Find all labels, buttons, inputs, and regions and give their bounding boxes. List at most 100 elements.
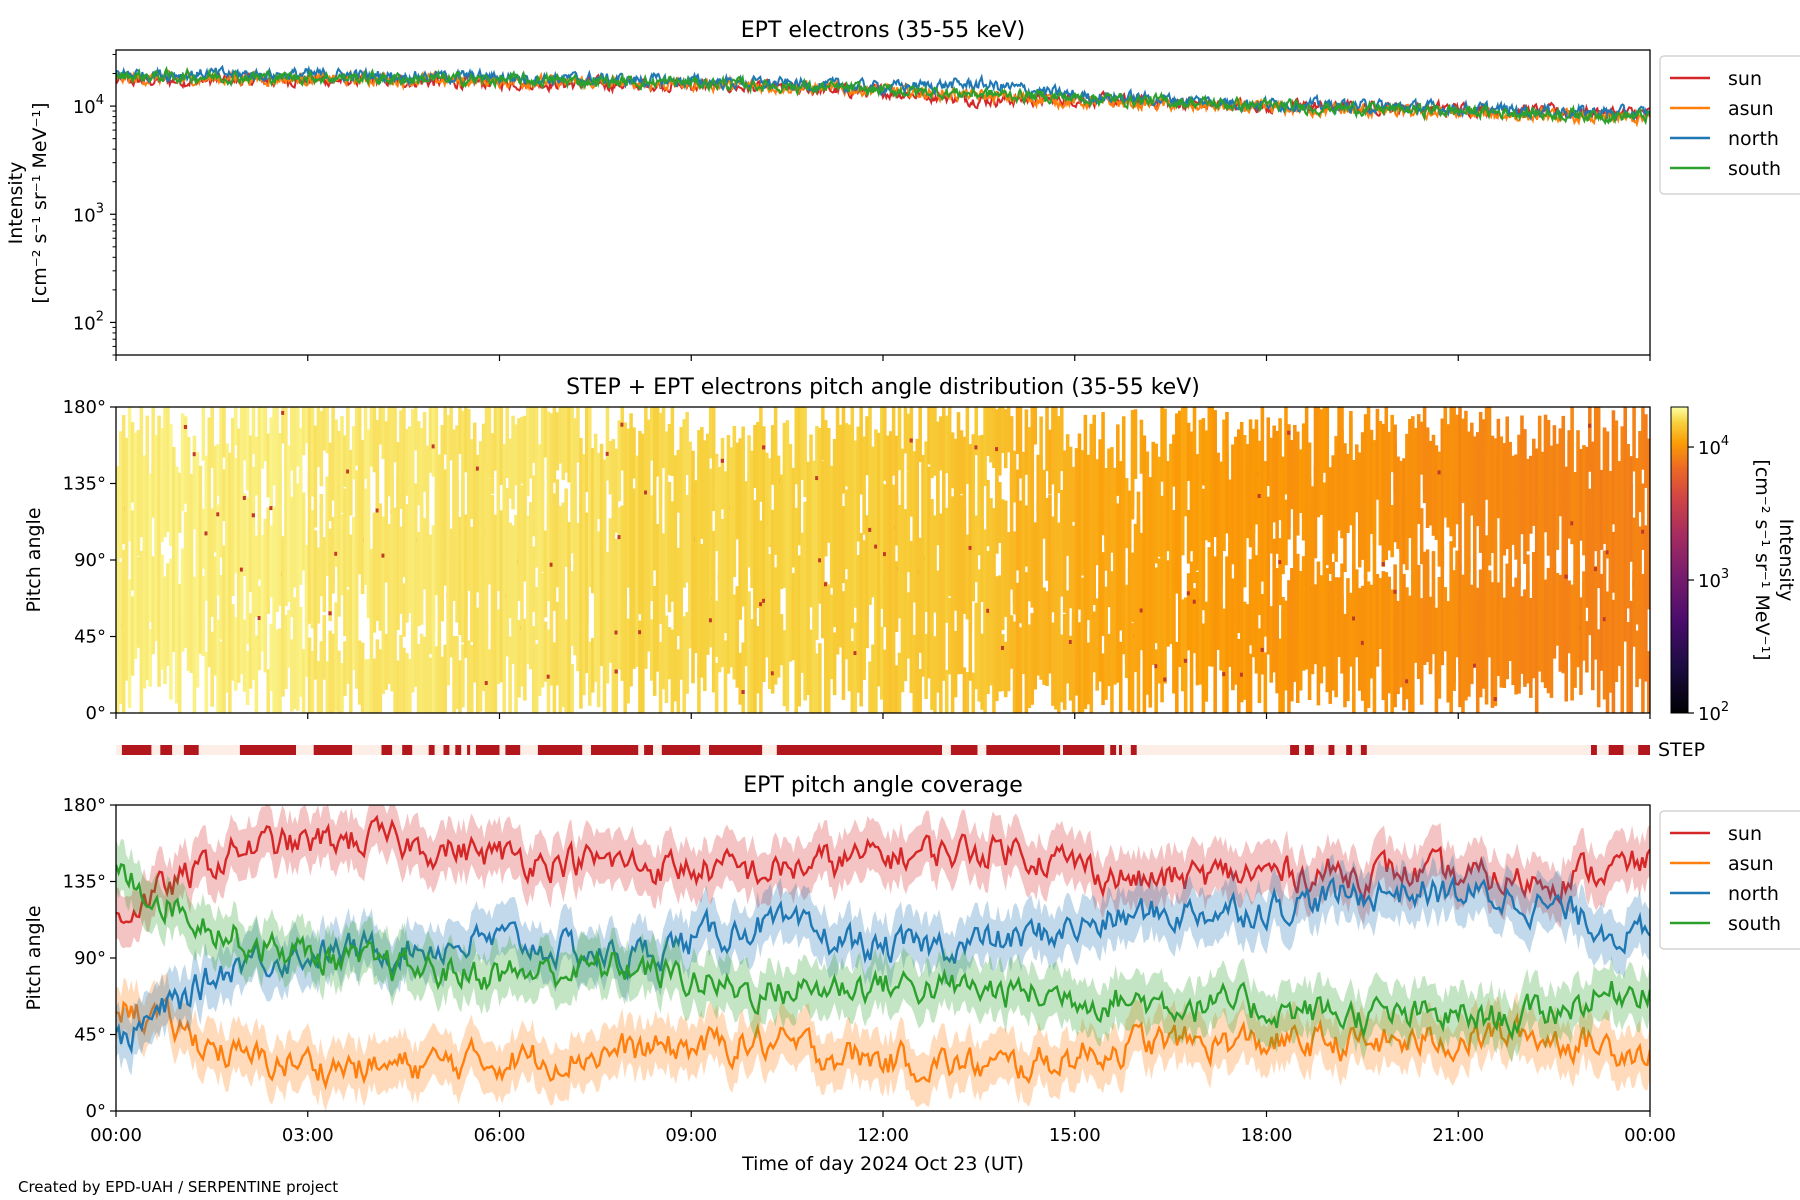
heatmap-cell bbox=[1287, 471, 1291, 529]
heatmap-cell bbox=[1060, 634, 1064, 703]
heatmap-cell bbox=[1169, 544, 1173, 598]
heatmap-cell bbox=[1310, 486, 1315, 540]
heatmap-cell bbox=[555, 412, 560, 471]
heatmap-cell bbox=[1001, 407, 1005, 454]
heatmap-cell bbox=[116, 466, 120, 542]
heatmap-cell bbox=[1458, 564, 1462, 671]
heatmap-cell bbox=[1057, 588, 1061, 652]
heatmap-cell bbox=[1304, 407, 1309, 513]
heatmap-cell bbox=[124, 437, 129, 527]
heatmap-cell bbox=[670, 541, 675, 602]
heatmap-cell bbox=[251, 466, 256, 554]
heatmap-cell bbox=[1369, 482, 1374, 534]
heatmap-cell bbox=[753, 617, 757, 713]
heatmap-cell bbox=[1101, 478, 1105, 536]
heatmap-cell-low bbox=[741, 690, 745, 694]
heatmap-cell bbox=[325, 523, 329, 577]
heatmap-cell bbox=[897, 407, 902, 471]
heatmap-cell bbox=[1331, 562, 1335, 652]
heatmap-cell bbox=[641, 503, 645, 583]
heatmap-cell bbox=[582, 485, 586, 602]
heatmap-cell bbox=[216, 504, 220, 596]
colorbar-tick-label: 104 bbox=[1698, 434, 1729, 459]
heatmap-cell bbox=[596, 593, 601, 708]
heatmap-cell bbox=[1237, 639, 1241, 713]
heatmap-cell bbox=[611, 505, 616, 597]
heatmap-cell bbox=[1172, 434, 1176, 487]
heatmap-cell bbox=[455, 425, 459, 512]
heatmap-cell bbox=[1210, 611, 1214, 667]
heatmap-cell bbox=[349, 534, 353, 597]
heatmap-cell bbox=[720, 587, 725, 647]
heatmap-cell bbox=[402, 647, 406, 713]
heatmap-cell bbox=[1334, 436, 1338, 527]
heatmap-cell bbox=[1623, 407, 1627, 495]
heatmap-cell bbox=[1245, 444, 1250, 496]
heatmap-cell bbox=[393, 545, 397, 614]
heatmap-cell bbox=[387, 610, 391, 684]
heatmap-cell bbox=[1452, 463, 1456, 548]
heatmap-cell bbox=[847, 576, 852, 692]
heatmap-cell bbox=[614, 639, 619, 713]
heatmap-cell bbox=[225, 443, 229, 531]
step-interval bbox=[505, 745, 521, 755]
heatmap-cell bbox=[340, 521, 344, 596]
heatmap-cell bbox=[1452, 407, 1456, 486]
colorbar-label: Intensity [cm⁻² s⁻¹ sr⁻¹ MeV⁻¹] bbox=[1751, 459, 1797, 660]
heatmap-cell bbox=[239, 407, 244, 495]
heatmap-cell bbox=[523, 618, 527, 701]
heatmap-cell bbox=[753, 572, 757, 627]
heatmap-cell bbox=[523, 415, 527, 499]
heatmap-cell bbox=[236, 521, 241, 621]
heatmap-cell bbox=[301, 407, 306, 456]
ytick-label: 180° bbox=[63, 397, 106, 418]
heatmap-cell bbox=[735, 442, 740, 540]
heatmap-cell bbox=[1390, 505, 1394, 558]
heatmap-cell bbox=[1411, 416, 1415, 514]
heatmap-cell bbox=[570, 663, 574, 713]
heatmap-cell bbox=[245, 651, 250, 706]
heatmap-cell bbox=[481, 533, 486, 653]
heatmap-cell bbox=[1546, 480, 1551, 556]
heatmap-cell bbox=[1231, 444, 1235, 521]
heatmap-cell bbox=[933, 407, 937, 476]
heatmap-cell bbox=[169, 588, 173, 700]
heatmap-cell bbox=[838, 585, 843, 648]
heatmap-cell bbox=[953, 631, 958, 698]
heatmap-cell bbox=[1523, 429, 1527, 532]
heatmap-cell bbox=[413, 407, 418, 451]
ytick-label: 103 bbox=[73, 201, 104, 226]
heatmap-cell bbox=[880, 473, 884, 557]
heatmap-cell bbox=[1419, 616, 1424, 705]
heatmap-cell bbox=[540, 573, 545, 654]
heatmap-cell bbox=[201, 508, 206, 569]
heatmap-cell bbox=[546, 411, 551, 479]
heatmap-cell bbox=[1033, 522, 1037, 623]
heatmap-cell bbox=[301, 649, 306, 713]
heatmap-cell bbox=[815, 653, 819, 713]
heatmap-cell bbox=[440, 656, 445, 713]
heatmap-cell bbox=[1228, 481, 1232, 586]
heatmap-cell bbox=[1614, 475, 1619, 568]
heatmap-cell bbox=[1160, 521, 1164, 628]
heatmap-cell bbox=[965, 672, 970, 713]
heatmap-cell bbox=[493, 548, 498, 658]
heatmap-cell bbox=[617, 547, 622, 617]
heatmap-cell bbox=[723, 640, 728, 713]
heatmap-cell bbox=[1242, 435, 1247, 552]
heatmap-cell bbox=[139, 602, 144, 713]
heatmap-cell bbox=[1505, 608, 1509, 680]
heatmap-cell bbox=[1461, 418, 1465, 493]
heatmap-cell bbox=[1440, 546, 1445, 639]
heatmap-cell bbox=[1434, 653, 1439, 713]
heatmap-cell bbox=[980, 434, 984, 548]
heatmap-cell bbox=[136, 430, 141, 542]
heatmap-cell bbox=[517, 418, 521, 507]
heatmap-cell bbox=[1003, 409, 1008, 469]
heatmap-cell bbox=[295, 407, 300, 467]
heatmap-cell bbox=[567, 407, 571, 483]
heatmap-cell-low bbox=[824, 582, 828, 587]
heatmap-cell-low bbox=[853, 651, 857, 656]
heatmap-cell bbox=[437, 454, 442, 509]
heatmap-cell bbox=[1278, 538, 1282, 606]
